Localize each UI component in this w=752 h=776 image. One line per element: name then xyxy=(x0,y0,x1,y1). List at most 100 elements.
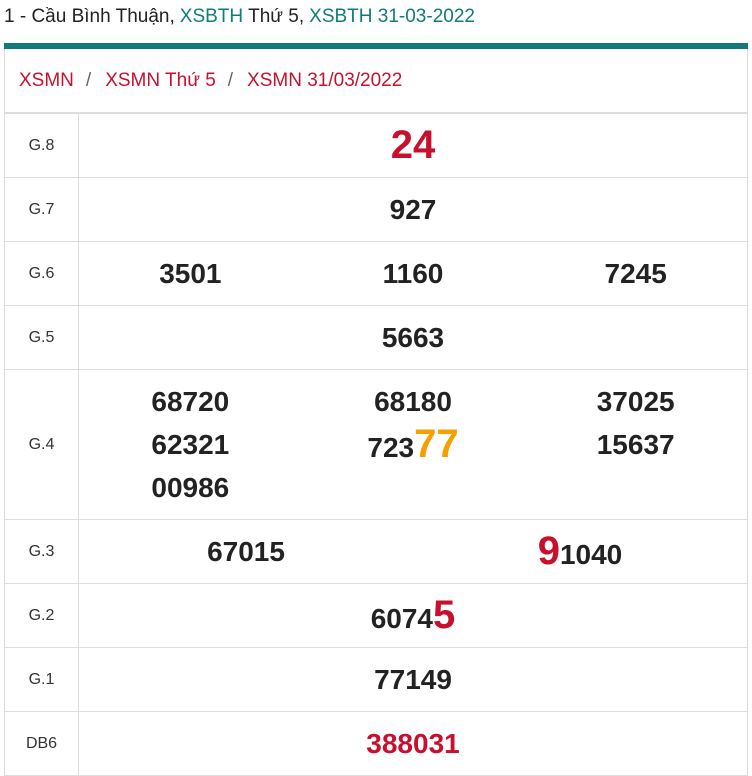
number: 5663 xyxy=(79,316,747,359)
number-column: 5663 xyxy=(79,316,747,359)
prize-row: G.4 68720 62321 00986 68180 72377 37025 15637 xyxy=(4,369,748,520)
number-column: 37025 15637 xyxy=(524,380,747,509)
prize-row: G.5 5663 xyxy=(4,305,748,370)
number-column: 91040 xyxy=(413,530,747,573)
number: 927 xyxy=(79,188,747,231)
digits: 68180 xyxy=(374,386,452,417)
number-column: 77149 xyxy=(79,658,747,701)
results-table: G.8 24 G.7 927 G.6 3501 1160 7245 G.5 5663 G.4 6872… xyxy=(4,113,748,776)
highlight-digits: 77 xyxy=(414,422,459,466)
number: 62321 xyxy=(79,423,302,466)
number: 15637 xyxy=(524,423,747,466)
prize-numbers: 24 xyxy=(78,113,748,178)
number-column: 927 xyxy=(79,188,747,231)
breadcrumb-link[interactable]: XSMN Thứ 5 xyxy=(105,70,216,91)
digits: 37025 xyxy=(596,386,675,417)
prize-row: G.3 67015 91040 xyxy=(4,519,748,584)
number: 37025 xyxy=(524,380,747,423)
highlight-digits: 5 xyxy=(433,593,456,637)
number: 388031 xyxy=(79,722,747,765)
digits: 927 xyxy=(389,194,437,225)
number: 1160 xyxy=(302,252,525,295)
breadcrumb-link[interactable]: XSMN 31/03/2022 xyxy=(247,70,403,91)
header-link[interactable]: XSBTH 31-03-2022 xyxy=(309,6,475,27)
prize-label: G.2 xyxy=(4,583,79,648)
digits: 62321 xyxy=(151,429,230,460)
prize-label: G.3 xyxy=(4,519,79,584)
prize-label: G.7 xyxy=(4,177,79,242)
digits: 6074 xyxy=(370,603,434,634)
digits: 3501 xyxy=(159,258,222,289)
number: 68720 xyxy=(79,380,302,423)
number-columns: 388031 xyxy=(79,722,747,765)
number: 68180 xyxy=(302,380,525,423)
prize-label: G.1 xyxy=(4,647,79,712)
number-columns: 77149 xyxy=(79,658,747,701)
number-columns: 60745 xyxy=(79,594,747,637)
prize-row: G.8 24 xyxy=(4,113,748,178)
number-column: 67015 xyxy=(79,530,413,573)
highlight-digits: 24 xyxy=(390,123,436,167)
digits: 388031 xyxy=(366,728,460,759)
number-columns: 5663 xyxy=(79,316,747,359)
number-column: 68180 72377 xyxy=(302,380,525,509)
number: 67015 xyxy=(79,530,413,573)
header-bar xyxy=(4,43,748,49)
number: 00986 xyxy=(79,466,302,509)
prize-numbers: 60745 xyxy=(78,583,748,648)
number-columns: 24 xyxy=(79,124,747,167)
number: 91040 xyxy=(413,530,747,573)
prize-label: G.8 xyxy=(4,113,79,178)
prize-numbers: 68720 62321 00986 68180 72377 37025 15637 xyxy=(78,369,748,520)
prize-label: DB6 xyxy=(4,711,79,776)
prize-numbers: 5663 xyxy=(78,305,748,370)
prize-numbers: 77149 xyxy=(78,647,748,712)
header-text: 1 - Cầu Bình Thuận, xyxy=(4,6,175,27)
number-column: 7245 xyxy=(524,252,747,295)
prize-row: G.7 927 xyxy=(4,177,748,242)
digits: 5663 xyxy=(381,322,445,353)
prize-numbers: 388031 xyxy=(78,711,748,776)
digits: 1160 xyxy=(382,258,444,289)
digits: 77149 xyxy=(374,664,452,695)
number-column: 1160 xyxy=(302,252,525,295)
number: 24 xyxy=(79,124,747,167)
number-column: 24 xyxy=(79,124,747,167)
header-text: Thứ 5, xyxy=(248,6,305,27)
breadcrumb-separator: / xyxy=(85,70,92,91)
number-columns: 68720 62321 00986 68180 72377 37025 15637 xyxy=(79,380,747,509)
digits: 723 xyxy=(367,432,415,463)
prize-numbers: 3501 1160 7245 xyxy=(78,241,748,306)
number-column: 388031 xyxy=(79,722,747,765)
number: 3501 xyxy=(79,252,302,295)
header-link[interactable]: XSBTH xyxy=(179,6,244,27)
number-column: 3501 xyxy=(79,252,302,295)
prize-row: G.6 3501 1160 7245 xyxy=(4,241,748,306)
header: 1 - Cầu Bình Thuận, XSBTH Thứ 5, XSBTH 31-0… xyxy=(4,6,480,28)
digits: 7245 xyxy=(604,258,667,289)
digits: 1040 xyxy=(559,539,623,570)
prize-label: G.5 xyxy=(4,305,79,370)
number: 77149 xyxy=(79,658,747,701)
prize-numbers: 67015 91040 xyxy=(78,519,748,584)
prize-row: DB6 388031 xyxy=(4,711,748,776)
breadcrumb: XSMN / XSMN Thứ 5 / XSMN 31/03/2022 xyxy=(4,49,748,113)
number-column: 60745 xyxy=(79,594,747,637)
digits: 00986 xyxy=(151,472,230,503)
prize-row: G.2 60745 xyxy=(4,583,748,648)
number-columns: 67015 91040 xyxy=(79,530,747,573)
breadcrumb-link[interactable]: XSMN xyxy=(19,70,74,91)
digits: 68720 xyxy=(151,386,230,417)
breadcrumb-separator: / xyxy=(227,70,234,91)
number: 72377 xyxy=(302,423,525,466)
highlight-digits: 9 xyxy=(537,529,560,573)
digits: 15637 xyxy=(596,429,675,460)
number: 60745 xyxy=(79,594,747,637)
prize-label: G.6 xyxy=(4,241,79,306)
number-column: 68720 62321 00986 xyxy=(79,380,302,509)
digits: 67015 xyxy=(207,536,285,567)
number-columns: 3501 1160 7245 xyxy=(79,252,747,295)
number: 7245 xyxy=(524,252,747,295)
number-columns: 927 xyxy=(79,188,747,231)
